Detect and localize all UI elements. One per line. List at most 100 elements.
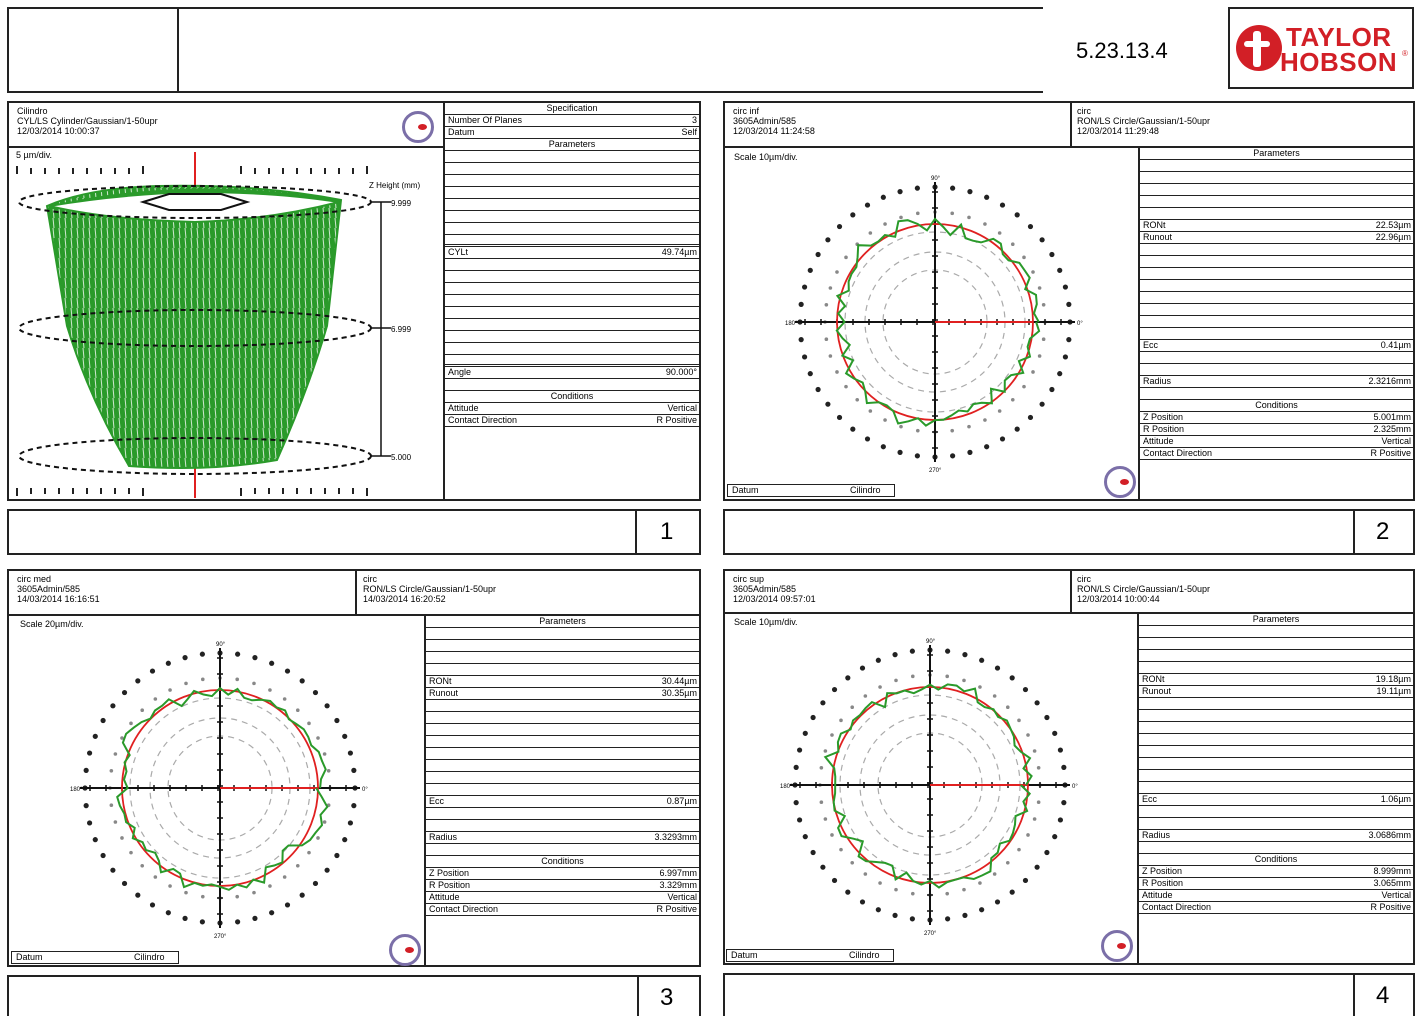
- ring-dot: [978, 685, 982, 689]
- height-label-mid: 6.999: [391, 325, 412, 334]
- ring-dot: [282, 697, 287, 701]
- ring-dot: [100, 852, 106, 859]
- axis-angle-label: 90°: [926, 639, 936, 645]
- ring-dot: [875, 907, 881, 913]
- ring-dot: [113, 820, 118, 824]
- ring-dot: [322, 752, 327, 756]
- ring-dot: [268, 688, 272, 692]
- ring-dot: [120, 836, 124, 840]
- ring-dot: [797, 817, 803, 823]
- ring-dot: [880, 444, 886, 450]
- param-row: Angle 90.000°: [445, 367, 699, 379]
- ring-dot: [831, 877, 838, 884]
- ring-dot: [1066, 337, 1072, 343]
- ring-dot: [868, 409, 873, 413]
- ring-dot: [1034, 864, 1040, 870]
- reference-circle: [831, 686, 1029, 884]
- ring-dot: [979, 657, 985, 663]
- ring-dot: [326, 768, 331, 773]
- panel-4-operator: 3605Admin/585: [733, 584, 797, 594]
- polar-plot-4: 90° 270° 180° 0°: [780, 639, 1078, 937]
- ring-dot: [307, 850, 311, 855]
- ring-dot: [299, 678, 305, 684]
- panel-4-name: circ sup: [733, 574, 765, 584]
- ring-dot: [92, 733, 98, 739]
- ring-dot: [1049, 251, 1055, 258]
- height-label-top: 9.999: [391, 199, 412, 208]
- panel-1-date: 12/03/2014 10:00:37: [17, 126, 100, 136]
- ring-dot: [252, 915, 258, 921]
- ring-dot: [994, 899, 1001, 905]
- cond-row: Contact Direction R Positive: [445, 415, 699, 427]
- ring-dot: [1037, 286, 1042, 290]
- ring-dot: [894, 678, 898, 683]
- ring-dot: [802, 730, 808, 736]
- ring-dot: [850, 426, 856, 432]
- ring-dot: [828, 354, 833, 358]
- ring-dot: [950, 211, 955, 216]
- ring-dot: [836, 223, 843, 230]
- cond-row: R Position 3.065mm: [1139, 878, 1413, 890]
- ring-dot: [810, 714, 816, 721]
- ring-dot: [994, 665, 1001, 671]
- ring-dot: [1039, 237, 1045, 243]
- ring-dot: [793, 764, 799, 770]
- panel-2-header: circ inf 3605Admin/585 12/03/2014 11:24:…: [725, 103, 1413, 148]
- ring-dot: [835, 270, 839, 274]
- ring-dot: [950, 428, 955, 433]
- ring-dot: [830, 833, 834, 837]
- ring-dot: [815, 251, 821, 258]
- panel-2-operator: 3605Admin/585: [733, 116, 797, 126]
- ring-dot: [897, 189, 903, 195]
- ring-dot: [268, 884, 272, 888]
- panel-3-name: circ med: [17, 574, 52, 584]
- ring-dot: [252, 890, 256, 895]
- ring-dot: [235, 677, 240, 682]
- ring-dot: [165, 910, 171, 916]
- ring-dot: [1032, 817, 1037, 821]
- param-row: Radius 3.3293mm: [426, 832, 699, 844]
- ring-dot: [129, 850, 133, 855]
- measured-profile: [823, 683, 1033, 889]
- ring-dot: [1009, 675, 1015, 681]
- param-row: RONt 22.53µm: [1140, 220, 1413, 232]
- ring-dot: [1022, 384, 1026, 389]
- ring-dot: [967, 449, 973, 455]
- panel-2: [723, 101, 1415, 501]
- ring-dot: [992, 872, 997, 876]
- ring-dot: [909, 648, 915, 654]
- ring-dot: [1036, 765, 1041, 770]
- panel-1-scale: 5 µm/div.: [16, 150, 53, 160]
- panel-1-badge-icon: [402, 111, 434, 143]
- ring-dot: [342, 837, 348, 843]
- logo-text-hobson: HOBSON: [1280, 47, 1398, 77]
- ring-dot: [182, 915, 188, 921]
- ring-dot: [878, 881, 882, 885]
- ring-dot: [135, 678, 141, 684]
- ring-dot: [1066, 301, 1072, 307]
- ring-dot: [168, 688, 172, 692]
- polar-plot-3: 90° 270° 180° 0°: [70, 642, 368, 940]
- ring-dot: [997, 231, 1002, 235]
- ring-dot: [1027, 223, 1034, 230]
- logo-mark-icon: [1236, 25, 1282, 71]
- panel-3-table: Parameters RONt 30.44µm Runout 30.35µm Ecc…: [424, 616, 699, 965]
- panel-3-scale: Scale 20µm/div.: [20, 619, 84, 629]
- ring-dot: [92, 837, 98, 843]
- panel-4-method: RON/LS Circle/Gaussian/1-50upr: [1077, 584, 1211, 594]
- logo-registered: ®: [1402, 49, 1408, 58]
- ring-dot: [284, 668, 291, 674]
- panel-1-header: Cilindro CYL/LS Cylinder/Gaussian/1-50up…: [9, 103, 443, 148]
- ring-dot: [324, 703, 330, 709]
- ring-dot: [120, 736, 124, 740]
- ring-dot: [914, 185, 920, 191]
- ring-dot: [342, 733, 348, 739]
- ring-dot: [199, 651, 205, 657]
- cylinder-plot: Z Height (mm) 9.999 6.999 5.000: [16, 152, 420, 498]
- panel-1-table: Specification Number Of Planes 3 Datum Sel…: [443, 103, 699, 499]
- ring-dot: [823, 817, 828, 821]
- ring-dot: [1017, 847, 1021, 852]
- ring-dot: [1062, 284, 1068, 290]
- axis-angle-label: 270°: [929, 468, 942, 474]
- spec-row: Number Of Planes 3: [445, 115, 699, 127]
